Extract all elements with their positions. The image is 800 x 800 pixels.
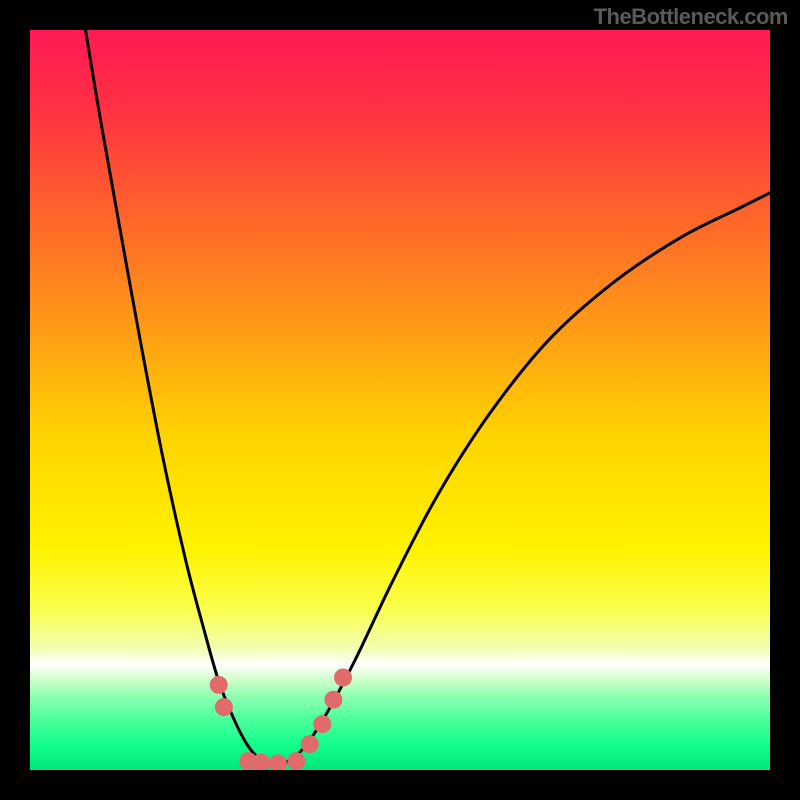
data-marker <box>215 698 233 716</box>
gradient-background <box>30 30 770 770</box>
chart-svg <box>30 30 770 770</box>
data-marker <box>313 715 331 733</box>
data-marker <box>301 735 319 753</box>
data-marker <box>334 669 352 687</box>
data-marker <box>287 752 305 770</box>
plot-area <box>30 30 770 770</box>
watermark-text: TheBottleneck.com <box>594 4 788 30</box>
data-marker <box>324 691 342 709</box>
chart-frame: TheBottleneck.com <box>0 0 800 800</box>
data-marker <box>210 676 228 694</box>
